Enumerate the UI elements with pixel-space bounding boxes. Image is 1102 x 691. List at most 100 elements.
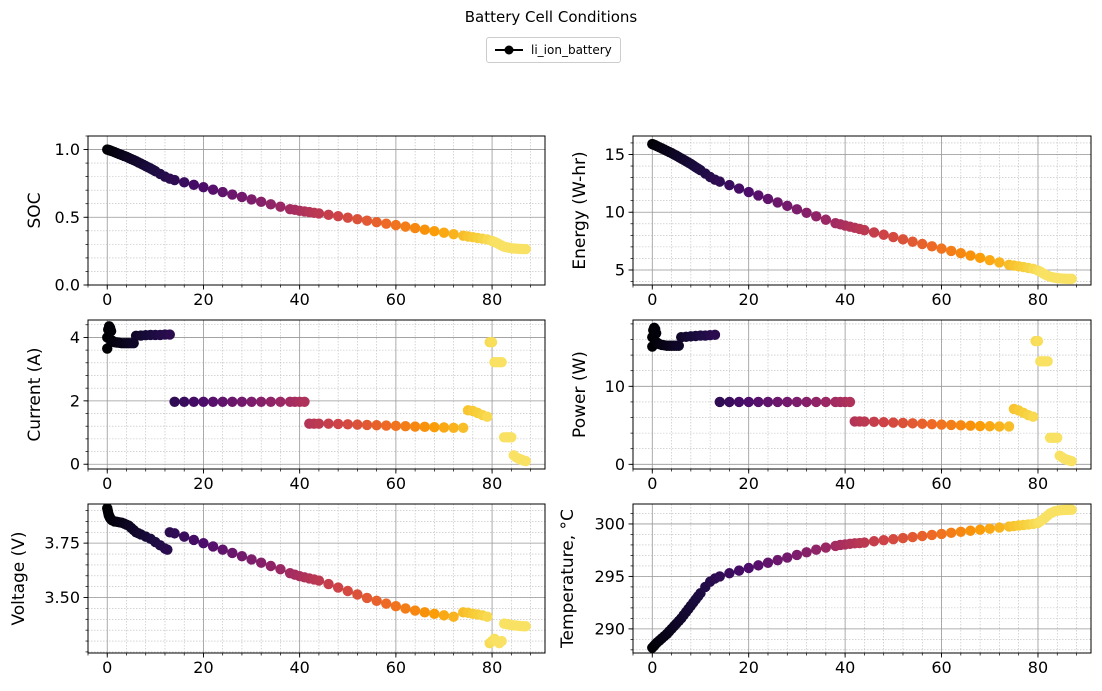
data-point <box>878 229 889 240</box>
data-point <box>371 595 382 606</box>
data-point <box>801 396 812 408</box>
data-point <box>352 589 363 600</box>
data-point <box>227 547 238 559</box>
x-tick-label: 80 <box>1028 658 1048 677</box>
data-point <box>945 527 957 539</box>
data-point <box>772 396 783 408</box>
data-point <box>520 243 531 255</box>
y-tick-label: 3.75 <box>44 534 80 553</box>
data-point <box>496 635 507 647</box>
y-tick-label: 0 <box>70 455 80 474</box>
x-tick-label: 80 <box>482 290 502 309</box>
series-li-ion-battery <box>647 322 1077 467</box>
data-point <box>974 524 986 535</box>
data-point <box>811 544 822 555</box>
data-point <box>265 560 276 572</box>
data-point <box>974 420 986 432</box>
y-tick-label: 300 <box>594 514 625 533</box>
y-tick-label: 10 <box>605 203 625 222</box>
series-li-ion-battery <box>102 321 531 467</box>
y-tick-label: 290 <box>594 619 625 638</box>
data-point <box>227 189 238 200</box>
data-point <box>868 416 880 428</box>
subplot-1: 0 20 40 60 80 0.0 0.5 1.0 SOC <box>25 135 546 309</box>
axes-frame <box>87 135 546 286</box>
x-tick-label: 20 <box>193 474 213 493</box>
subplot-4: 0 20 40 60 80 0 10 Power (W) <box>570 319 1092 493</box>
data-point <box>342 585 353 597</box>
data-point <box>486 336 498 348</box>
data-point <box>926 418 938 430</box>
data-point <box>448 611 459 622</box>
x-tick-label: 60 <box>386 290 406 309</box>
data-point <box>859 537 870 548</box>
data-point <box>458 422 469 433</box>
data-point <box>811 396 822 408</box>
data-point <box>743 562 754 574</box>
data-point <box>955 248 967 259</box>
legend-label: li_ion_battery <box>531 43 612 57</box>
y-axis-label: Power (W) <box>570 351 590 438</box>
data-point <box>390 219 402 231</box>
y-tick-label: 295 <box>594 567 625 586</box>
data-point <box>820 214 832 225</box>
data-point <box>265 199 276 210</box>
data-point <box>236 191 248 203</box>
data-point <box>897 234 909 245</box>
data-point <box>198 537 209 549</box>
data-point <box>868 536 880 547</box>
data-point <box>820 396 832 408</box>
y-tick-label: 0.5 <box>55 208 80 227</box>
data-point <box>724 179 735 191</box>
data-point <box>936 243 947 254</box>
x-tick-label: 80 <box>482 658 502 677</box>
data-point <box>227 396 238 407</box>
data-point <box>342 419 353 430</box>
series-li-ion-battery <box>647 138 1077 285</box>
data-point <box>390 420 402 432</box>
data-point <box>791 396 803 408</box>
data-point <box>198 396 209 407</box>
data-point <box>246 554 257 565</box>
data-point <box>520 455 531 467</box>
data-point <box>801 207 812 219</box>
data-point <box>762 557 774 568</box>
data-point <box>409 605 421 616</box>
data-point <box>888 417 899 428</box>
x-tick-label: 0 <box>647 474 657 493</box>
data-point <box>714 396 725 408</box>
data-point <box>965 525 976 536</box>
data-point <box>482 611 493 622</box>
data-point <box>400 603 411 614</box>
data-point <box>162 544 173 555</box>
axes-frame <box>632 135 1092 286</box>
data-point <box>965 420 976 431</box>
data-point <box>323 578 334 590</box>
data-point <box>955 526 967 538</box>
data-point <box>496 356 507 368</box>
y-axis-label: Energy (W-hr) <box>570 151 590 269</box>
data-point <box>419 421 430 433</box>
data-point <box>801 547 812 558</box>
data-point <box>246 194 257 205</box>
data-point <box>1066 455 1077 467</box>
data-point <box>878 416 889 428</box>
data-point <box>275 201 286 212</box>
data-point <box>381 218 392 229</box>
data-point <box>859 224 870 236</box>
data-point <box>352 419 363 430</box>
data-point <box>236 396 248 407</box>
data-point <box>179 531 190 542</box>
data-point <box>105 325 117 337</box>
data-point <box>965 250 976 261</box>
x-tick-label: 40 <box>289 658 309 677</box>
data-point <box>179 177 190 188</box>
data-point <box>164 329 175 340</box>
y-tick-label: 3.50 <box>44 588 80 607</box>
data-point <box>1066 504 1077 515</box>
y-tick-label: 4 <box>70 328 80 347</box>
data-point <box>762 396 774 408</box>
data-point <box>888 533 899 545</box>
data-point <box>409 222 421 234</box>
